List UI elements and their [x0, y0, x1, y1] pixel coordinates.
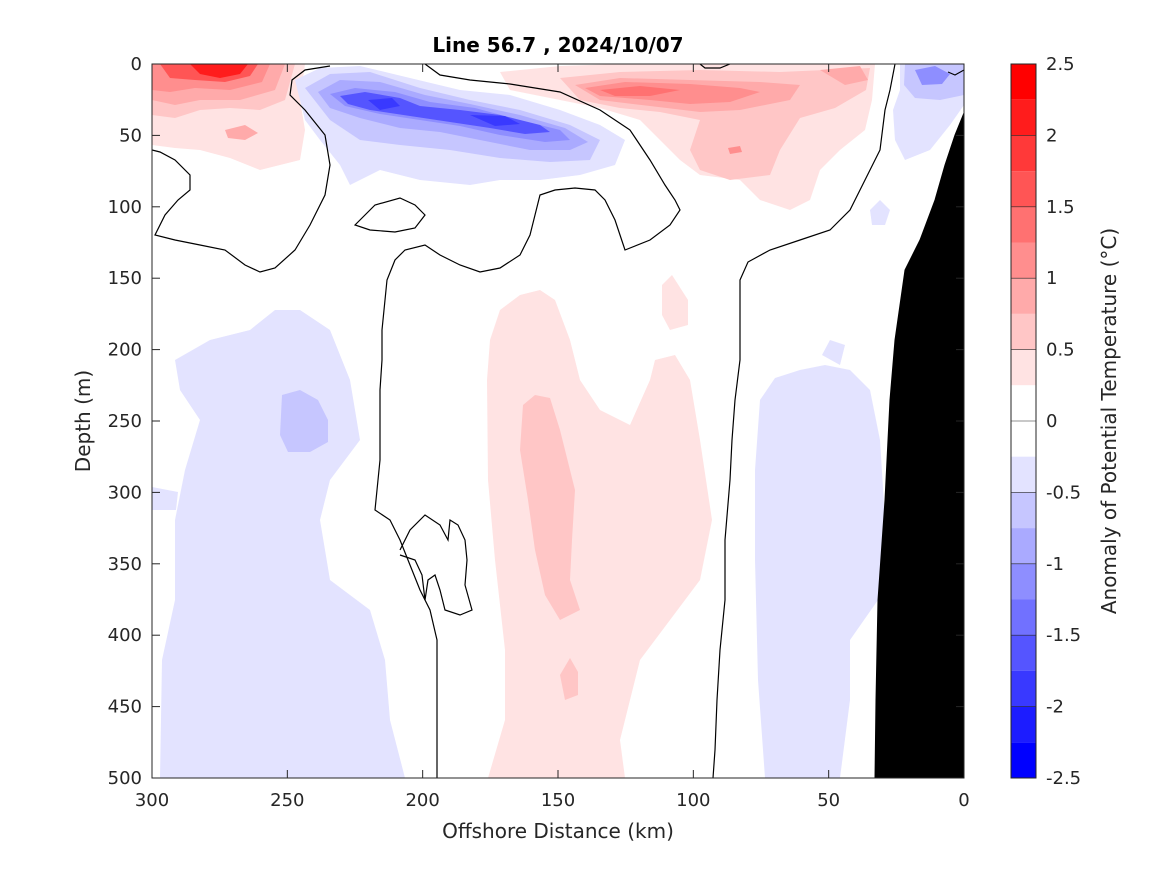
colorbar-swatch — [1011, 385, 1036, 421]
colorbar-swatch — [1011, 278, 1036, 314]
anomaly-region-warm-mid-core — [520, 395, 580, 620]
anomaly-region-cold-west — [160, 310, 405, 778]
colorbar-swatch — [1011, 64, 1036, 100]
y-tick-label: 150 — [108, 268, 142, 289]
x-tick-label: 50 — [817, 790, 840, 811]
colorbar-swatch — [1011, 135, 1036, 172]
colorbar-swatch — [1011, 313, 1036, 350]
y-tick-label: 250 — [108, 411, 142, 432]
anomaly-region-cold-mid-7 — [470, 115, 520, 126]
colorbar: 2.5 2 1.5 1 0.5 0 -0.5 -1 -1.5 -2 -2.5 — [1010, 54, 1081, 789]
anomaly-region-warm-east-spot — [728, 146, 742, 154]
colorbar-tick-label: 2 — [1046, 125, 1057, 146]
colorbar-swatch — [1011, 528, 1036, 564]
colorbar-swatch — [1011, 670, 1036, 707]
y-tick-label: 50 — [119, 125, 142, 146]
x-tick-label: 200 — [405, 790, 439, 811]
bathymetry-mask — [874, 112, 964, 778]
x-tick-label: 150 — [541, 790, 575, 811]
colorbar-swatch — [1011, 171, 1036, 207]
contour-line — [399, 514, 473, 616]
x-axis: 300 250 200 150 100 50 0 — [135, 64, 970, 811]
colorbar-tick-label: -2 — [1046, 697, 1064, 718]
y-tick-label: 350 — [108, 554, 142, 575]
y-tick-label: 200 — [108, 340, 142, 361]
colorbar-swatch — [1011, 599, 1036, 636]
anomaly-region-warm-west-6 — [190, 64, 248, 78]
anomaly-region-cold-east — [755, 365, 885, 778]
contour-line — [374, 64, 681, 778]
anomaly-region-warm-east-6 — [820, 66, 868, 85]
colorbar-swatch — [1011, 456, 1036, 493]
y-axis-label: Depth (m) — [71, 370, 95, 472]
colorbar-tick-label: 1.5 — [1046, 197, 1075, 218]
colorbar-tick-label: -2.5 — [1046, 768, 1081, 789]
colorbar-swatch — [1011, 492, 1036, 529]
anomaly-region-cold-east-tip — [822, 340, 845, 365]
x-tick-label: 250 — [270, 790, 304, 811]
colorbar-tick-label: 0.5 — [1046, 340, 1075, 361]
contour-line — [152, 65, 331, 273]
colorbar-swatch — [1011, 99, 1036, 136]
contour-line — [353, 197, 426, 233]
y-axis: 0 50 100 150 200 250 300 350 400 450 500 — [108, 54, 964, 789]
colorbar-swatch — [1011, 563, 1036, 600]
colorbar-label: Anomaly of Potential Temperature (°C) — [1097, 228, 1121, 614]
chart-title: Line 56.7 , 2024/10/07 — [432, 33, 683, 57]
colorbar-swatch — [1011, 206, 1036, 243]
y-tick-label: 300 — [108, 482, 142, 503]
contour-line — [947, 69, 964, 76]
anomaly-region-warm-east-5 — [600, 86, 680, 96]
colorbar-swatch — [1011, 706, 1036, 743]
colorbar-tick-label: -0.5 — [1046, 482, 1081, 503]
colorbar-tick-label: -1.5 — [1046, 625, 1081, 646]
x-tick-label: 0 — [958, 790, 969, 811]
anomaly-region-cold-west-core — [280, 390, 328, 452]
colorbar-tick-label: 1 — [1046, 268, 1057, 289]
y-tick-label: 450 — [108, 697, 142, 718]
zero-contours — [152, 64, 964, 778]
colorbar-swatch — [1011, 742, 1036, 778]
colorbar-swatch — [1011, 421, 1036, 457]
anomaly-region-warm-mid-spot — [560, 658, 578, 700]
x-tick-label: 100 — [676, 790, 710, 811]
colorbar-tick-label: -1 — [1046, 554, 1064, 575]
y-tick-label: 500 — [108, 768, 142, 789]
colorbar-swatch — [1011, 349, 1036, 386]
anomaly-region-warm-upper — [662, 275, 688, 330]
colorbar-swatch — [1011, 242, 1036, 279]
anomaly-region-warm-west-spot — [225, 125, 258, 140]
colorbar-tick-label: 2.5 — [1046, 54, 1075, 75]
plot-area — [152, 64, 964, 778]
contour-line — [699, 64, 731, 69]
y-tick-label: 0 — [131, 54, 142, 75]
colorbar-swatch — [1011, 635, 1036, 671]
anomaly-region-cold-east-small — [870, 200, 890, 225]
anomaly-region-cold-mid-6 — [368, 98, 400, 110]
x-axis-label: Offshore Distance (km) — [442, 819, 674, 843]
x-tick-label: 300 — [135, 790, 169, 811]
colorbar-tick-label: 0 — [1046, 411, 1057, 432]
anomaly-region-cold-nearshore-3 — [915, 66, 950, 85]
y-tick-label: 400 — [108, 625, 142, 646]
y-tick-label: 100 — [108, 197, 142, 218]
contour-line — [712, 64, 896, 778]
